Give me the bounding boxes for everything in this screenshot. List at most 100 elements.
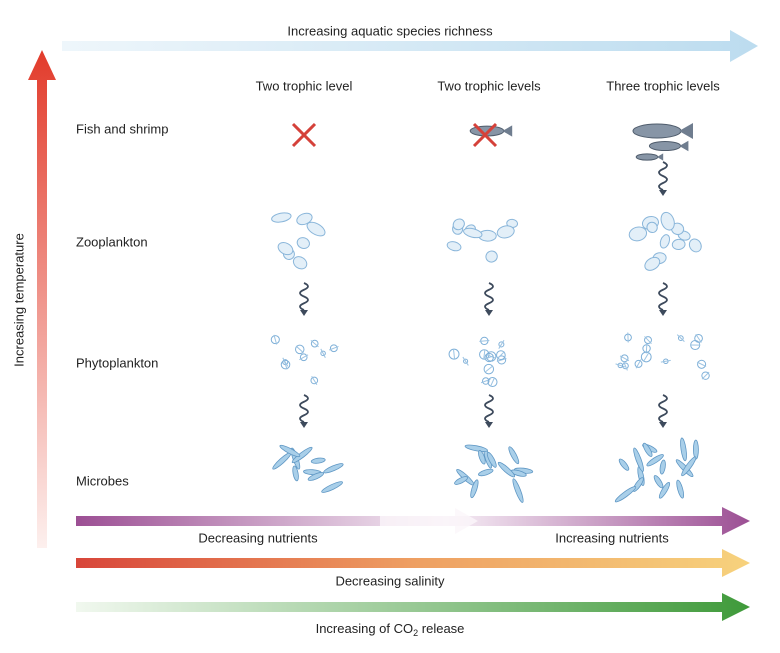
microbe (508, 446, 520, 465)
zooplankton (659, 234, 671, 249)
zooplankton (296, 212, 313, 226)
energy-flow (658, 161, 668, 191)
zooplankton (271, 212, 292, 223)
phytoplankton (299, 353, 308, 362)
energy-flow-head (300, 422, 308, 428)
microbe (470, 479, 479, 499)
phytoplankton (497, 355, 507, 365)
phytoplankton (484, 355, 495, 360)
nutrients-right-label: Increasing nutrients (555, 530, 669, 545)
microbe (323, 463, 344, 474)
microbe (454, 476, 468, 485)
zooplankton (306, 221, 326, 237)
zooplankton (485, 250, 498, 263)
phytoplankton (483, 349, 486, 360)
microbe (497, 461, 516, 478)
microbe (681, 456, 697, 477)
zooplankton (644, 256, 661, 271)
phytoplankton (615, 363, 626, 368)
microbe (292, 465, 299, 482)
microbe (486, 451, 497, 468)
phytoplankton (496, 351, 505, 359)
microbe (614, 486, 637, 503)
zooplankton (463, 227, 483, 239)
phytoplankton (620, 354, 629, 363)
zooplankton (660, 211, 675, 231)
phytoplankton (644, 336, 652, 345)
microbe (478, 468, 494, 477)
zooplankton (671, 238, 686, 250)
microbe (642, 442, 653, 457)
energy-flow (484, 282, 494, 311)
phytoplankton (310, 340, 319, 348)
phytoplankton (311, 375, 318, 386)
phytoplankton (697, 359, 707, 369)
absent-mark (291, 122, 317, 148)
phytoplankton (299, 354, 309, 361)
phytoplankton (283, 359, 288, 370)
microbe (464, 444, 488, 452)
fish-tail (679, 123, 693, 139)
phytoplankton (463, 358, 469, 364)
energy-flow-head (485, 422, 493, 428)
column-header: Two trophic levels (437, 78, 541, 93)
fish-tail (656, 153, 664, 161)
microbe (310, 457, 326, 464)
zooplankton (277, 242, 294, 256)
microbe (307, 471, 325, 481)
phytoplankton (644, 336, 652, 345)
phytoplankton (479, 339, 490, 342)
top-label: Increasing aquatic species richness (287, 23, 493, 38)
phytoplankton (479, 349, 490, 360)
phytoplankton (660, 359, 671, 363)
organisms (270, 122, 710, 503)
zooplankton (496, 225, 515, 239)
phytoplankton (643, 352, 650, 362)
phytoplankton (619, 355, 630, 362)
phytoplankton (484, 365, 494, 373)
fish (632, 123, 682, 139)
energy-flow-head (485, 310, 493, 316)
zooplankton (446, 241, 462, 252)
microbe (646, 454, 664, 467)
phytoplankton (634, 359, 643, 368)
phytoplankton (448, 348, 460, 360)
fish-tail (502, 125, 513, 137)
phytoplankton (310, 376, 319, 385)
energy-flow (299, 394, 309, 423)
phytoplankton (295, 344, 305, 355)
microbe (618, 458, 630, 471)
energy-flow-head (300, 310, 308, 316)
energy-flow (484, 394, 494, 423)
phytoplankton (487, 377, 498, 388)
phytoplankton (490, 377, 496, 387)
zooplankton (628, 226, 648, 242)
phytoplankton (622, 361, 628, 371)
phytoplankton (295, 345, 304, 354)
microbe (653, 475, 664, 489)
phytoplankton (498, 339, 505, 349)
zooplankton (296, 237, 310, 249)
column-header: Two trophic level (256, 78, 353, 93)
row-label: Phytoplankton (76, 355, 158, 370)
fish (648, 140, 682, 152)
phytoplankton (282, 357, 289, 367)
energy-flow (658, 394, 668, 423)
phytoplankton (482, 377, 490, 385)
co2-arrow (76, 593, 750, 621)
phytoplankton (496, 350, 506, 360)
column-header: Three trophic levels (606, 78, 720, 93)
phytoplankton (696, 361, 707, 367)
phytoplankton (640, 351, 652, 363)
phytoplankton (280, 359, 291, 370)
phytoplankton (694, 334, 703, 343)
zooplankton (452, 218, 465, 231)
phytoplankton (695, 333, 702, 343)
nutrients-left-label: Decreasing nutrients (198, 530, 318, 545)
phytoplankton (329, 344, 338, 353)
phytoplankton (676, 334, 685, 342)
microbe (279, 444, 301, 458)
energy-flow-head (659, 422, 667, 428)
phytoplankton (462, 356, 469, 366)
